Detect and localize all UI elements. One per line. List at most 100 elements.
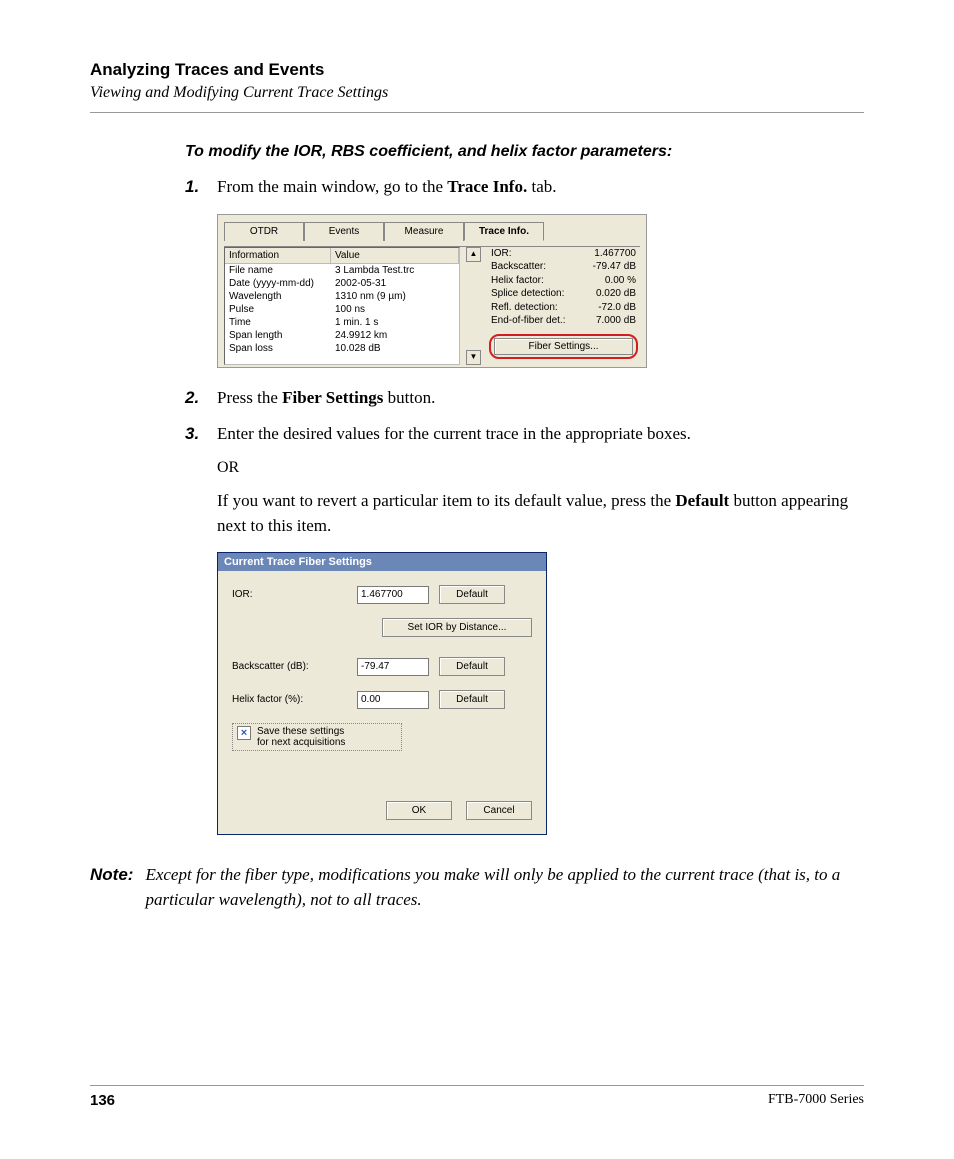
cancel-button[interactable]: Cancel — [466, 801, 532, 820]
checkbox-label-line2: for next acquisitions — [257, 737, 345, 748]
cell: Span length — [225, 329, 331, 342]
step1-text-bold: Trace Info. — [447, 177, 527, 196]
param-val: 0.00 % — [605, 274, 636, 288]
step-or: OR — [217, 459, 864, 477]
cell: Span loss — [225, 342, 331, 355]
ior-input[interactable] — [357, 586, 429, 604]
scrollbar[interactable]: ▲ ▼ — [466, 247, 481, 365]
step2-text-pre: Press the — [217, 388, 282, 407]
screenshot-trace-info: OTDR Events Measure Trace Info. Informat… — [217, 214, 647, 368]
param-key: End-of-fiber det.: — [491, 314, 565, 328]
screenshot-fiber-settings-dialog: Current Trace Fiber Settings IOR: Defaul… — [217, 552, 547, 835]
step-3-alt: If you want to revert a particular item … — [217, 489, 864, 538]
tab-events[interactable]: Events — [304, 222, 384, 241]
scroll-down-icon[interactable]: ▼ — [466, 350, 481, 365]
param-row: Splice detection: 0.020 dB — [489, 287, 638, 301]
header-rule — [90, 112, 864, 113]
table-row: Pulse100 ns — [225, 303, 459, 316]
param-val: -79.47 dB — [593, 260, 636, 274]
param-key: Backscatter: — [491, 260, 546, 274]
fiber-settings-button[interactable]: Fiber Settings... — [494, 338, 633, 355]
param-key: Helix factor: — [491, 274, 544, 288]
step-3: 3. Enter the desired values for the curr… — [185, 422, 864, 447]
set-ior-by-distance-button[interactable]: Set IOR by Distance... — [382, 618, 532, 637]
cell: 2002-05-31 — [331, 277, 459, 290]
param-row: IOR: 1.467700 — [489, 247, 638, 261]
trace-params: IOR: 1.467700 Backscatter: -79.47 dB Helix… — [487, 247, 640, 365]
cell: 1 min. 1 s — [331, 316, 459, 329]
step1-text-post: tab. — [527, 177, 556, 196]
step-1: 1. From the main window, go to the Trace… — [185, 175, 864, 200]
note-body: Except for the fiber type, modifications… — [145, 863, 864, 912]
ok-button[interactable]: OK — [386, 801, 452, 820]
param-val: 1.467700 — [594, 247, 636, 261]
table-row: Wavelength1310 nm (9 µm) — [225, 290, 459, 303]
param-val: -72.0 dB — [598, 301, 636, 315]
helix-input[interactable] — [357, 691, 429, 709]
step-number: 1. — [185, 175, 203, 200]
param-row: Refl. detection: -72.0 dB — [489, 301, 638, 315]
step3b-pre: If you want to revert a particular item … — [217, 491, 675, 510]
checkbox-icon[interactable]: × — [237, 726, 251, 740]
param-key: IOR: — [491, 247, 512, 261]
page-number: 136 — [90, 1092, 115, 1109]
tab-trace-info[interactable]: Trace Info. — [464, 222, 544, 241]
checkbox-label-line1: Save these settings — [257, 726, 345, 737]
cell: Wavelength — [225, 290, 331, 303]
note-label: Note: — [90, 863, 133, 912]
step2-text-post: button. — [383, 388, 435, 407]
cell: 3 Lambda Test.trc — [331, 264, 459, 277]
param-key: Refl. detection: — [491, 301, 558, 315]
save-settings-checkbox-row[interactable]: × Save these settings for next acquisiti… — [232, 723, 402, 751]
cell: Time — [225, 316, 331, 329]
param-key: Splice detection: — [491, 287, 564, 301]
step-number: 3. — [185, 422, 203, 447]
cell: Date (yyyy-mm-dd) — [225, 277, 331, 290]
row-helix: Helix factor (%): Default — [232, 690, 532, 709]
highlight-circle: Fiber Settings... — [489, 334, 638, 359]
checkbox-label: Save these settings for next acquisition… — [257, 726, 345, 748]
cell: File name — [225, 264, 331, 277]
table-row: Date (yyyy-mm-dd)2002-05-31 — [225, 277, 459, 290]
cell: 1310 nm (9 µm) — [331, 290, 459, 303]
step3b-bold: Default — [675, 491, 729, 510]
cell: 24.9912 km — [331, 329, 459, 342]
tab-otdr[interactable]: OTDR — [224, 222, 304, 241]
backscatter-default-button[interactable]: Default — [439, 657, 505, 676]
step1-text-pre: From the main window, go to the — [217, 177, 447, 196]
step-number: 2. — [185, 386, 203, 411]
param-row: Helix factor: 0.00 % — [489, 274, 638, 288]
row-backscatter: Backscatter (dB): Default — [232, 657, 532, 676]
dialog-titlebar: Current Trace Fiber Settings — [218, 553, 546, 571]
helix-label: Helix factor (%): — [232, 694, 347, 705]
section-title: Viewing and Modifying Current Trace Sett… — [90, 84, 864, 102]
tab-measure[interactable]: Measure — [384, 222, 464, 241]
ior-default-button[interactable]: Default — [439, 585, 505, 604]
helix-default-button[interactable]: Default — [439, 690, 505, 709]
table-row: File name3 Lambda Test.trc — [225, 264, 459, 277]
tab-bar: OTDR Events Measure Trace Info. — [224, 221, 640, 240]
step-2: 2. Press the Fiber Settings button. — [185, 386, 864, 411]
backscatter-label: Backscatter (dB): — [232, 661, 347, 672]
info-table: Information Value File name3 Lambda Test… — [224, 247, 460, 365]
ior-label: IOR: — [232, 589, 347, 600]
note: Note: Except for the fiber type, modific… — [90, 863, 864, 912]
chapter-title: Analyzing Traces and Events — [90, 60, 864, 80]
series-name: FTB-7000 Series — [768, 1092, 864, 1109]
table-row: Span loss10.028 dB — [225, 342, 459, 355]
info-header-value: Value — [331, 248, 459, 263]
table-row: Time1 min. 1 s — [225, 316, 459, 329]
cell: Pulse — [225, 303, 331, 316]
cell: 100 ns — [331, 303, 459, 316]
info-header-information: Information — [225, 248, 331, 263]
procedure-title: To modify the IOR, RBS coefficient, and … — [185, 143, 864, 161]
cell: 10.028 dB — [331, 342, 459, 355]
scroll-up-icon[interactable]: ▲ — [466, 247, 481, 262]
table-row: Span length24.9912 km — [225, 329, 459, 342]
row-ior: IOR: Default — [232, 585, 532, 604]
param-val: 0.020 dB — [596, 287, 636, 301]
param-val: 7.000 dB — [596, 314, 636, 328]
step2-text-bold: Fiber Settings — [282, 388, 383, 407]
backscatter-input[interactable] — [357, 658, 429, 676]
page-footer: 136 FTB-7000 Series — [90, 1085, 864, 1109]
